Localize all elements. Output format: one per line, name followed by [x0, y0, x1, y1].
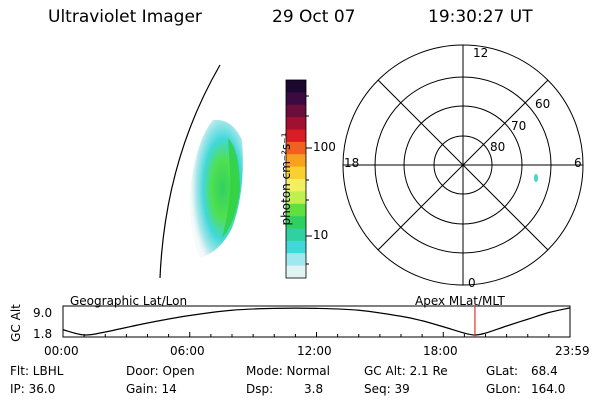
colorbar-segment	[286, 92, 306, 106]
colorbar-segment	[286, 117, 306, 130]
mlt-label-18: 18	[344, 156, 360, 170]
colorbar-segment	[286, 228, 306, 242]
x-tick-1200: 12:00	[297, 344, 332, 358]
colorbar-segment	[286, 154, 306, 168]
colorbar-segment	[286, 203, 306, 217]
ip-info: IP: 36.0	[10, 382, 56, 396]
mlt-label-6: 6	[574, 156, 582, 170]
flt-info: Flt: LBHL	[10, 364, 64, 378]
dsp-label: Dsp:	[246, 382, 274, 396]
x-tick-0000: 00:00	[44, 344, 79, 358]
colorbar-segment	[286, 240, 306, 254]
colorbar-segment	[286, 265, 306, 279]
colorbar-segment	[286, 216, 306, 229]
x-tick-1800: 18:00	[423, 344, 458, 358]
y-tick-1-8: 1.8	[33, 327, 53, 341]
apex-label: Apex MLat/MLT	[415, 294, 505, 308]
colorbar-segment	[286, 179, 306, 192]
earth-limb	[159, 64, 221, 279]
colorbar-tick-10: 10	[313, 228, 329, 242]
time-label: 19:30:27 UT	[428, 7, 533, 27]
colorbar-segment	[286, 166, 306, 180]
colorbar-segment	[286, 129, 306, 143]
colorbar-segment	[286, 104, 306, 118]
date-label: 29 Oct 07	[272, 7, 356, 27]
lat-label-60: 60	[535, 97, 551, 111]
mlt-label-0: 0	[468, 276, 476, 290]
glon-label: GLon:	[486, 382, 521, 396]
gain-info: Gain: 14	[126, 382, 177, 396]
mlt-label-12: 12	[473, 46, 489, 60]
geographic-label: Geographic Lat/Lon	[70, 294, 188, 308]
dsp-value: 3.8	[304, 382, 324, 396]
seq-info: Seq: 39	[364, 382, 410, 396]
colorbar-segment	[286, 141, 306, 155]
glat-value: 68.4	[531, 364, 558, 378]
instrument-title: Ultraviolet Imager	[48, 7, 202, 27]
colorbar-tick-100: 100	[313, 140, 336, 154]
glat-label: GLat:	[486, 364, 519, 378]
colorbar-segment	[286, 253, 306, 267]
gc-alt-info: GC Alt: 2.1 Re	[364, 364, 448, 378]
door-info: Door: Open	[126, 364, 195, 378]
orbit-altitude-curve	[62, 307, 570, 336]
colorbar-segment	[286, 80, 306, 93]
colorbar-segment	[286, 191, 306, 205]
x-tick-0600: 06:00	[170, 344, 205, 358]
lat-label-80: 80	[490, 140, 506, 154]
x-tick-2359: 23:59	[555, 344, 590, 358]
glon-value: 164.0	[531, 382, 566, 396]
y-tick-9: 9.0	[33, 306, 53, 320]
lat-label-70: 70	[511, 119, 527, 133]
mode-info: Mode: Normal	[246, 364, 330, 378]
